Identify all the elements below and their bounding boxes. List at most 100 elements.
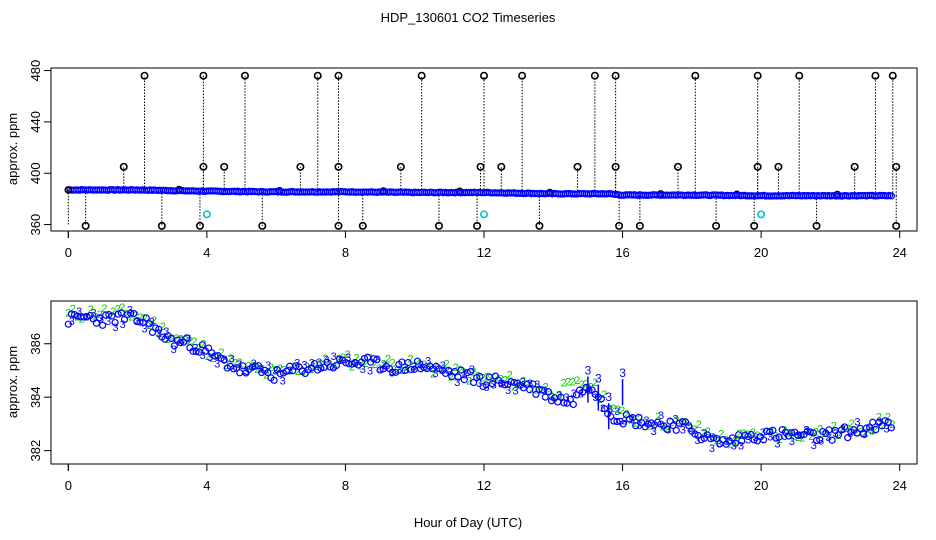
series-2-marker: 2 <box>727 439 733 451</box>
series-3-marker: 3 <box>265 360 271 372</box>
series-3-point <box>585 386 593 394</box>
series-3-point <box>834 431 842 439</box>
series-3-marker: 3 <box>214 359 220 371</box>
series-3-marker: 3 <box>483 382 489 394</box>
series-2-marker: 2 <box>502 374 508 386</box>
series-3-marker: 3 <box>243 366 249 378</box>
series-2-marker: 2 <box>169 333 175 345</box>
series-3-marker: 3 <box>876 416 882 428</box>
series-3-point <box>812 436 821 445</box>
series-3-marker: 3 <box>498 378 504 390</box>
spike-point-mid <box>119 162 128 171</box>
spike-point-mid <box>892 162 901 171</box>
series-3-point <box>797 431 805 439</box>
series-2-marker: 2 <box>619 405 625 417</box>
series-3-point <box>775 433 783 441</box>
series-3-point <box>476 372 484 380</box>
series-3-point <box>83 313 91 321</box>
series-3-point <box>413 357 422 365</box>
series-3-point <box>788 429 796 437</box>
series-3-point <box>510 378 518 387</box>
spike-point-low <box>358 221 367 230</box>
series-2-marker: 2 <box>876 411 882 423</box>
series-3-marker: 3 <box>774 438 780 450</box>
series-2-marker: 2 <box>507 370 513 382</box>
spike-point-low <box>334 221 343 230</box>
bottom-data-marks: 2222222222222222222222222222222222222222… <box>64 302 895 455</box>
series-3-point <box>862 424 871 432</box>
bottom-y-tick-label: 386 <box>28 333 43 355</box>
spike-point-high <box>518 71 527 80</box>
series-3-point <box>613 417 621 426</box>
series-2-marker: 2 <box>353 353 359 365</box>
top-y-axis: 360 400 440 480 <box>28 60 51 236</box>
series-2-marker: 2 <box>565 377 571 389</box>
series-3-marker: 3 <box>716 439 722 451</box>
series-3-marker: 3 <box>156 328 162 340</box>
series-3-point <box>566 395 574 403</box>
series-2-marker: 2 <box>651 420 657 432</box>
series-2-marker: 2 <box>804 425 810 437</box>
cyan-point <box>202 210 211 219</box>
series-3-marker: 3 <box>549 392 555 404</box>
top-x-axis: 0 4 8 12 16 20 24 <box>65 231 907 260</box>
series-3-marker: 3 <box>883 423 889 435</box>
series-3-marker: 3 <box>789 436 795 448</box>
bottom-x-tick-label: 20 <box>754 478 768 493</box>
spike-point-low <box>473 221 482 230</box>
spike-point-low <box>712 221 721 230</box>
cyan-point <box>757 210 766 219</box>
series-3-point <box>317 364 325 372</box>
series-3-marker: 3 <box>818 436 824 448</box>
spike-point-low <box>535 221 544 230</box>
series-2-marker: 2 <box>322 353 328 365</box>
series-3-point <box>529 380 537 388</box>
series-2-marker: 2 <box>561 377 567 389</box>
series-2-marker: 2 <box>70 304 76 316</box>
bottom-y-axis-label: approx. ppm <box>5 346 20 418</box>
series-3-marker: 3 <box>76 306 82 318</box>
series-2-marker: 2 <box>709 432 715 444</box>
series-3-marker: 3 <box>520 377 526 389</box>
spike-point-mid <box>774 162 783 171</box>
series-2-marker: 2 <box>772 431 778 443</box>
series-2-marker: 2 <box>678 417 684 429</box>
series-2-marker: 2 <box>849 418 855 430</box>
series-2-marker: 2 <box>732 435 738 447</box>
series-2-marker: 2 <box>592 377 598 389</box>
series-3-point <box>463 369 471 377</box>
series-3-point <box>501 381 509 389</box>
series-3-marker: 3 <box>389 367 395 379</box>
spike-point-low <box>157 221 166 230</box>
series-3-marker: 3 <box>163 326 169 338</box>
series-3-point <box>685 421 693 430</box>
series-3-point <box>619 420 627 428</box>
series-3-marker: 3 <box>629 414 635 426</box>
bottom-y-tick-label: 382 <box>28 440 43 462</box>
series-2-marker: 2 <box>696 419 702 431</box>
series-2-marker: 2 <box>660 422 666 434</box>
series-3-marker: 3 <box>149 317 155 329</box>
series-3-marker: 3 <box>614 406 620 418</box>
top-y-tick-label: 360 <box>28 214 43 236</box>
series-2-marker: 2 <box>655 411 661 423</box>
series-2-marker: 2 <box>808 431 814 443</box>
series-3-marker: 3 <box>309 358 315 370</box>
series-3-marker: 3 <box>672 413 678 425</box>
series-3-marker: 3 <box>302 360 308 372</box>
series-3-point <box>311 359 319 368</box>
series-3-marker: 3 <box>403 365 409 377</box>
series-3-point <box>678 418 687 426</box>
series-3-marker: 3 <box>338 355 344 367</box>
bottom-x-tick-label: 0 <box>65 478 72 493</box>
series-2-marker: 2 <box>191 336 197 348</box>
x-axis-label: Hour of Day (UTC) <box>414 515 522 530</box>
series-3-point <box>769 426 777 434</box>
series-3-marker: 3 <box>534 379 540 391</box>
series-2-marker: 2 <box>853 427 859 439</box>
series-2-marker: 2 <box>187 335 193 347</box>
series-3-point <box>373 355 381 364</box>
series-2-marker: 2 <box>498 374 504 386</box>
series-3-point <box>809 429 818 437</box>
series-3-point <box>728 434 736 442</box>
